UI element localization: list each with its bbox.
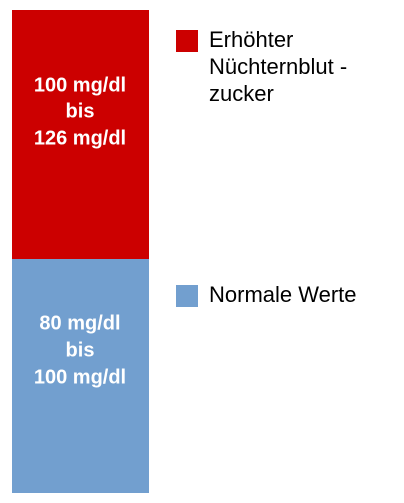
legend-label: Normale Werte	[209, 282, 357, 307]
block-label: 126 mg/dl	[34, 127, 126, 149]
block-label: 100 mg/dl	[34, 366, 126, 388]
legend-label: zucker	[209, 81, 274, 106]
block-label: 100 mg/dl	[34, 74, 126, 96]
legend-label: Nüchternblut -	[209, 54, 347, 79]
legend-swatch	[176, 285, 198, 307]
block-label: bis	[66, 339, 95, 361]
block-label: bis	[66, 100, 95, 122]
legend-label: Erhöhter	[209, 27, 293, 52]
upper-block	[12, 10, 149, 259]
lower-block	[12, 259, 149, 493]
legend-swatch	[176, 30, 198, 52]
block-label: 80 mg/dl	[39, 312, 120, 334]
